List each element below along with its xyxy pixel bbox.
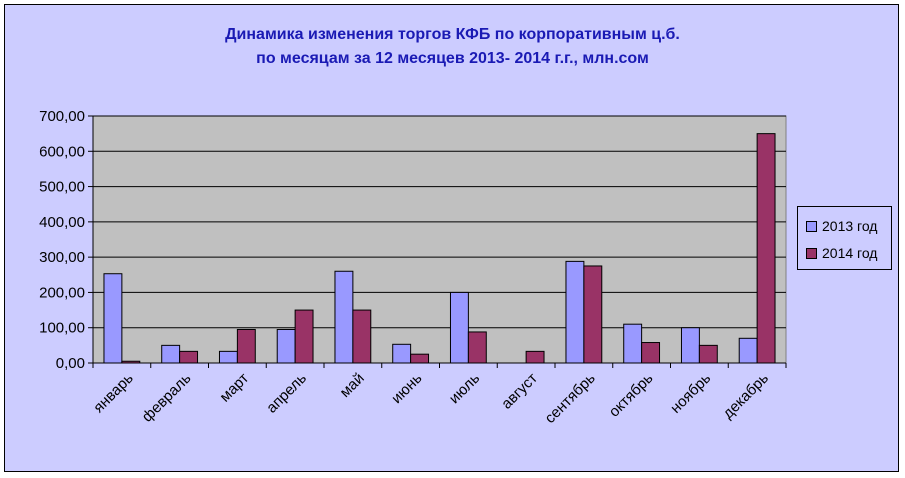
x-tick-label: июнь — [388, 370, 425, 407]
bar-2014 — [352, 309, 372, 364]
y-tick-label: 700,00 — [39, 108, 85, 125]
x-tick-label: январь — [90, 370, 137, 417]
bar-2013 — [103, 273, 123, 364]
bar-2014 — [410, 353, 430, 364]
legend-swatch-2014 — [806, 247, 817, 259]
bar-2014 — [467, 331, 487, 364]
y-tick-label: 400,00 — [39, 214, 85, 231]
bar-2014 — [756, 133, 776, 364]
bar-2014 — [525, 350, 545, 364]
bar-2013 — [565, 260, 585, 364]
bar-2013 — [276, 328, 296, 364]
legend-label-2013: 2013 год — [822, 218, 878, 234]
bar-2013 — [392, 343, 412, 364]
bar-2013 — [449, 291, 469, 364]
y-tick-label: 0,00 — [56, 355, 85, 372]
y-tick-label: 200,00 — [39, 284, 85, 301]
bar-2013 — [334, 270, 354, 364]
legend-item-2014: 2014 год — [806, 244, 877, 262]
chart-title-line-2: по месяцам за 12 месяцев 2013- 2014 г.г.… — [256, 50, 649, 67]
legend-label-2014: 2014 год — [822, 245, 878, 261]
y-tick-label: 300,00 — [39, 249, 85, 266]
chart-title-line-1: Динамика изменения торгов КФБ по корпора… — [225, 26, 680, 43]
y-tick-label: 600,00 — [39, 143, 85, 160]
x-tick-label: май — [337, 370, 368, 401]
x-tick-label: октябрь — [606, 370, 657, 421]
x-tick-label: март — [216, 370, 252, 406]
x-tick-label: апрель — [263, 370, 310, 417]
legend: 2013 год 2014 год — [797, 206, 892, 270]
bar-2014 — [583, 265, 603, 364]
x-tick-label: июль — [446, 370, 484, 408]
chart-title: Динамика изменения торгов КФБ по корпора… — [5, 23, 900, 71]
legend-item-2013: 2013 год — [806, 217, 877, 235]
bar-2013 — [218, 350, 238, 364]
bar-2014 — [698, 344, 718, 364]
x-tick-label: ноябрь — [667, 370, 714, 417]
x-tick-label: декабрь — [720, 370, 773, 423]
bar-2014 — [179, 350, 199, 364]
x-tick-label: август — [498, 370, 541, 413]
plot-area — [92, 115, 787, 364]
bar-2013 — [623, 323, 643, 364]
bar-2014 — [236, 328, 256, 364]
legend-swatch-2013 — [806, 220, 817, 232]
bar-2013 — [161, 344, 181, 364]
bar-2013 — [680, 327, 700, 364]
bar-2014 — [121, 360, 141, 364]
bar-2014 — [641, 342, 661, 364]
y-tick-label: 100,00 — [39, 320, 85, 337]
x-tick-label: сентябрь — [542, 370, 599, 427]
bar-2014 — [294, 309, 314, 364]
x-tick-label: февраль — [139, 370, 195, 426]
bar-2013 — [738, 337, 758, 364]
y-tick-label: 500,00 — [39, 179, 85, 196]
